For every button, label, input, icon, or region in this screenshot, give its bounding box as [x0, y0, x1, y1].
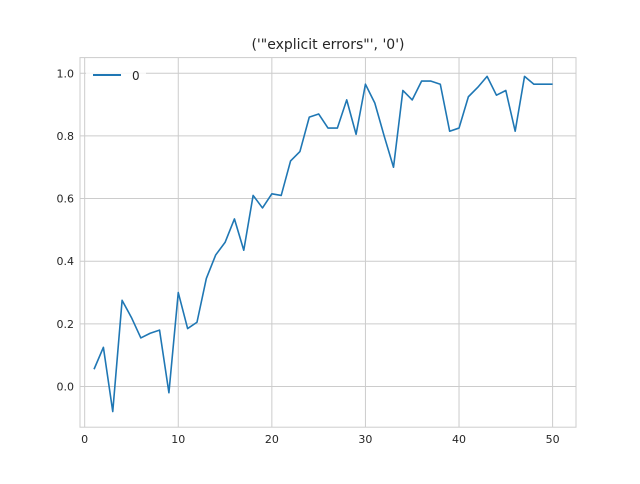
tick-labels: 0 10 20 30 40 50 0.0 0.2 0.4 0.6 0.8 1.0	[57, 67, 560, 446]
legend-label: 0	[132, 69, 140, 83]
grid	[80, 57, 576, 428]
y-tick-label: 0.0	[57, 380, 75, 393]
y-tick-label: 0.2	[57, 318, 75, 331]
x-tick-label: 30	[358, 433, 372, 446]
y-tick-label: 0.8	[57, 130, 75, 143]
x-tick-label: 40	[452, 433, 466, 446]
x-tick-label: 20	[265, 433, 279, 446]
y-tick-label: 0.4	[57, 255, 75, 268]
y-tick-label: 1.0	[57, 67, 75, 80]
series-line-0	[93, 75, 553, 413]
chart-title: ('"explicit errors"', '0')	[251, 37, 404, 53]
y-tick-label: 0.6	[57, 193, 75, 206]
x-tick-label: 0	[81, 433, 88, 446]
legend: 0	[86, 63, 146, 87]
plot-area-frame	[79, 57, 577, 428]
series-layer	[93, 75, 553, 413]
x-tick-label: 10	[171, 433, 185, 446]
x-tick-label: 50	[546, 433, 560, 446]
